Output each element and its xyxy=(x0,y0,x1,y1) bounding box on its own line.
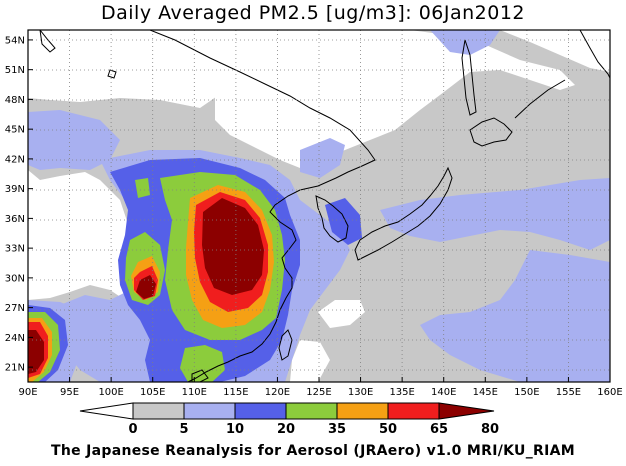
x-tick-label: 110E xyxy=(182,387,207,398)
y-tick-label: 27N xyxy=(5,303,25,314)
grid xyxy=(28,30,610,382)
coastline-sakhalin xyxy=(461,39,477,116)
pm25-band-10-20 xyxy=(420,250,610,382)
pm25-band-0-5 xyxy=(28,30,226,108)
colorbar-label: 80 xyxy=(481,422,499,437)
x-tick-label: 125E xyxy=(306,387,331,398)
pm25-band-80-plus xyxy=(136,275,156,299)
y-tick-label: 33N xyxy=(5,244,25,255)
colorbar-label: 0 xyxy=(128,422,137,437)
y-tick-label: 45N xyxy=(5,125,25,136)
colorbar-arrow-low xyxy=(79,402,134,420)
x-tick-label: 100E xyxy=(98,387,123,398)
y-tick-label: 54N xyxy=(5,35,25,46)
pm25-band-80-plus xyxy=(202,198,264,295)
credit-line: The Japanese Reanalysis for Aerosol (JRA… xyxy=(51,443,575,459)
colorbar-segment xyxy=(387,402,440,420)
colorbar: 0 5 10 20 35 50 65 80 xyxy=(79,402,499,437)
pm25-band-10-20 xyxy=(300,138,345,178)
pm25-band-0-5 xyxy=(500,30,610,72)
x-tick-label: 130E xyxy=(348,387,373,398)
x-tick-label: 90E xyxy=(18,387,37,398)
x-tick-label: 145E xyxy=(473,387,498,398)
coastline-lake xyxy=(39,30,56,53)
colorbar-label: 10 xyxy=(226,422,244,437)
colorbar-label: 35 xyxy=(328,422,346,437)
colorbar-segment xyxy=(285,402,338,420)
y-tick-label: 39N xyxy=(5,184,25,195)
x-axis-ticks: 90E 95E 100E 105E 110E 115E 120E 125E 130E 135E 14… xyxy=(18,377,623,398)
y-tick-label: 24N xyxy=(5,333,25,344)
coastline-japan-kyushu-honshu xyxy=(354,166,453,261)
coastline-kurils xyxy=(514,79,566,119)
pm25-band-20-35 xyxy=(325,198,362,245)
map-title: Daily Averaged PM2.5 [ug/m3]: 06Jan2012 xyxy=(100,2,526,24)
x-tick-label: 160E xyxy=(597,387,622,398)
coastline-kamchatka xyxy=(579,30,610,79)
pm25-field xyxy=(28,30,610,382)
pm25-band-35-50 xyxy=(180,345,225,382)
pm25-band-0-5 xyxy=(290,340,330,382)
x-tick-label: 135E xyxy=(389,387,414,398)
colorbar-segment xyxy=(336,402,389,420)
x-tick-label: 120E xyxy=(265,387,290,398)
y-tick-label: 36N xyxy=(5,214,25,225)
coastline-taiwan xyxy=(278,329,293,361)
x-tick-label: 155E xyxy=(556,387,581,398)
colorbar-segment xyxy=(183,402,236,420)
colorbar-label: 50 xyxy=(379,422,397,437)
pm25-band-10-20 xyxy=(380,178,610,250)
pm25-band-0-5 xyxy=(318,300,365,328)
pm25-band-35-50 xyxy=(135,178,150,198)
colorbar-segment xyxy=(234,402,287,420)
y-tick-label: 48N xyxy=(5,95,25,106)
y-tick-label: 51N xyxy=(5,65,25,76)
x-tick-label: 115E xyxy=(223,387,248,398)
coastline-mainland xyxy=(149,30,376,382)
colorbar-label: 65 xyxy=(430,422,448,437)
colorbar-label: 5 xyxy=(179,422,188,437)
colorbar-arrow-high xyxy=(438,402,495,420)
y-tick-label: 42N xyxy=(5,154,25,165)
pm25-band-80-plus xyxy=(28,330,44,374)
coastline-lake-2 xyxy=(107,69,117,79)
coastlines xyxy=(39,30,610,382)
coastline-hainan xyxy=(191,369,209,382)
pm25-band-10-20 xyxy=(28,110,120,170)
colorbar-segment xyxy=(132,402,185,420)
y-tick-label: 30N xyxy=(5,273,25,284)
y-axis-ticks: 54N 51N 48N 45N 42N 39N 36N 33N 30N 27N 24N 21N xyxy=(5,35,33,374)
x-tick-label: 95E xyxy=(60,387,79,398)
y-tick-label: 21N xyxy=(5,363,25,374)
x-tick-label: 150E xyxy=(514,387,539,398)
colorbar-label: 20 xyxy=(277,422,295,437)
coastline-korea xyxy=(315,195,349,243)
coastline-japan-hokkaido xyxy=(469,117,513,147)
x-tick-label: 105E xyxy=(140,387,165,398)
pm25-band-0-5 xyxy=(150,30,575,168)
x-tick-label: 140E xyxy=(431,387,456,398)
